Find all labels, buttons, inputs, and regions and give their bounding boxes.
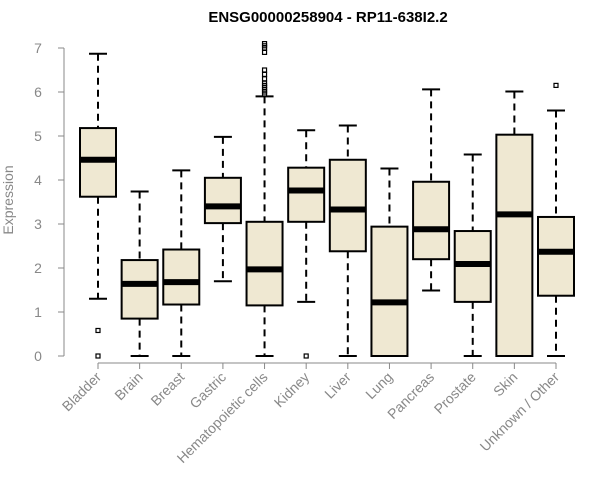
box-brain: [120, 190, 159, 357]
outlier-point: [261, 40, 268, 47]
box-body: [120, 259, 159, 320]
box-hematopoietic-cells: [245, 40, 284, 357]
box-body: [370, 225, 409, 357]
y-tick-label: 6: [34, 84, 42, 100]
box-body: [203, 176, 242, 225]
box-breast: [162, 169, 201, 357]
y-tick-label: 4: [34, 172, 42, 188]
box-skin: [495, 90, 534, 357]
x-tick-label: Unknown / Other: [477, 369, 563, 455]
x-tick-label: Kidney: [271, 369, 313, 411]
x-tick-label: Breast: [147, 369, 187, 409]
outlier-point: [95, 353, 101, 359]
outlier-point: [261, 76, 268, 82]
y-tick-label: 7: [34, 40, 42, 56]
chart-title: ENSG00000258904 - RP11-638I2.2: [208, 9, 447, 26]
box-bladder: [79, 52, 117, 359]
x-tick-label: Skin: [490, 369, 521, 400]
x-tick-label: Lung: [362, 369, 395, 402]
box-series: [79, 40, 575, 359]
y-axis: 0 1 2 3 4 5 6 7: [34, 40, 65, 364]
outlier-point: [261, 67, 268, 73]
box-lung: [370, 167, 409, 357]
outlier-point: [95, 327, 101, 334]
box-body: [495, 133, 534, 357]
y-tick-label: 2: [34, 260, 42, 276]
x-tick-label: Bladder: [59, 369, 105, 415]
box-kidney: [287, 129, 326, 359]
y-tick-label: 1: [34, 304, 42, 320]
box-body: [537, 215, 575, 297]
outlier-point: [303, 353, 309, 359]
x-tick-label: Liver: [321, 369, 354, 402]
box-unknown-other: [537, 82, 575, 357]
y-tick-label: 5: [34, 128, 42, 144]
box-pancreas: [412, 88, 451, 292]
y-tick-label: 0: [34, 348, 42, 364]
box-body: [162, 248, 201, 306]
box-body: [328, 158, 367, 253]
box-gastric: [203, 135, 242, 283]
x-tick-label: Prostate: [431, 369, 479, 417]
box-liver: [328, 124, 367, 357]
x-tick-label: Brain: [111, 369, 145, 403]
box-body: [287, 166, 326, 223]
box-body: [245, 220, 284, 307]
box-prostate: [453, 153, 492, 357]
outlier-point: [261, 49, 268, 56]
y-tick-label: 3: [34, 216, 42, 232]
outlier-point: [553, 82, 559, 89]
box-body: [412, 180, 451, 261]
y-axis-label: Expression: [0, 165, 16, 234]
outlier-point: [261, 71, 268, 78]
